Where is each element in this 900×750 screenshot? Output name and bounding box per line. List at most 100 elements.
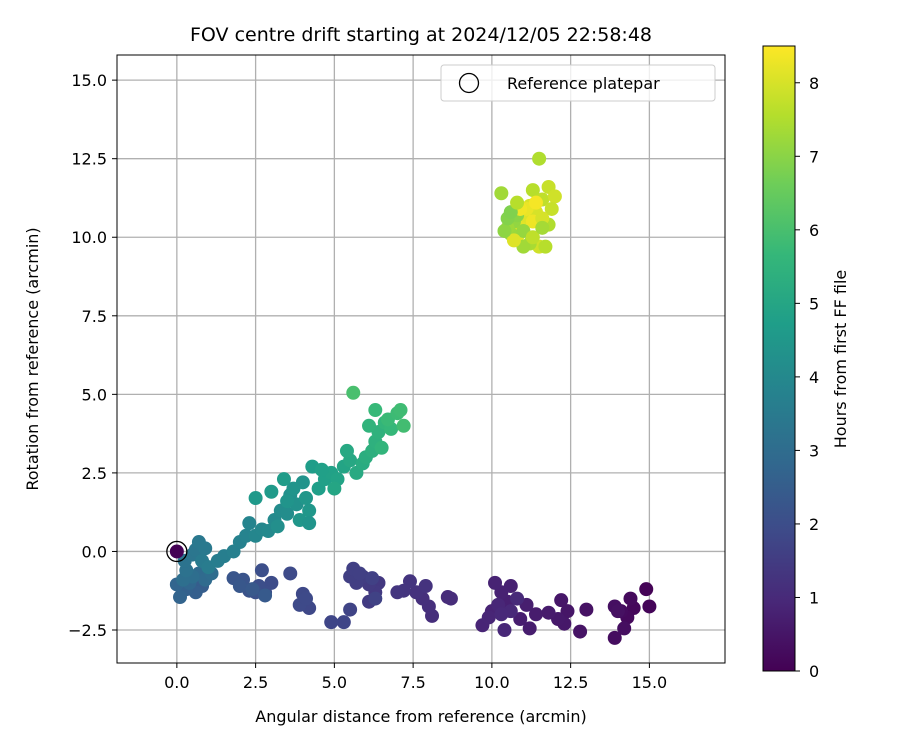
data-point	[299, 491, 314, 506]
legend-box	[440, 64, 716, 102]
data-point	[528, 607, 543, 622]
data-point	[270, 519, 285, 534]
data-point	[544, 201, 559, 216]
data-point	[264, 484, 279, 499]
data-point	[522, 621, 537, 636]
colorbar-tick-label: 7	[809, 147, 819, 166]
data-point	[280, 506, 295, 521]
reference-point-ring	[166, 540, 188, 563]
y-tick-label: 5.0	[82, 385, 107, 404]
data-point	[336, 615, 351, 630]
colorbar-tick-label: 0	[809, 662, 819, 681]
colorbar-tick-label: 4	[809, 368, 819, 387]
chart-title: FOV centre drift starting at 2024/12/05 …	[190, 24, 652, 46]
y-tick-label: 2.5	[82, 464, 107, 483]
colorbar-tick-label: 8	[809, 74, 819, 93]
x-axis-label: Angular distance from reference (arcmin)	[255, 707, 586, 726]
data-point	[254, 563, 269, 578]
data-point	[248, 491, 263, 506]
data-point	[488, 575, 503, 590]
data-point	[173, 590, 188, 605]
x-tick-label: 12.5	[553, 673, 589, 692]
data-point	[579, 602, 594, 617]
data-point	[573, 624, 588, 639]
data-point	[506, 233, 521, 248]
y-tick-label: 7.5	[82, 307, 107, 326]
data-point	[610, 604, 625, 619]
reference-point	[169, 544, 184, 559]
data-point	[554, 593, 569, 608]
x-tick-label: 15.0	[632, 673, 668, 692]
data-point	[513, 612, 528, 627]
data-point	[302, 516, 317, 531]
data-point	[327, 481, 342, 496]
data-point	[242, 516, 257, 531]
legend-entry-reference-platepar: Reference platepar	[507, 74, 660, 93]
data-point	[362, 418, 377, 433]
reference-marker-layer	[166, 540, 188, 563]
legend-reference-marker	[458, 72, 480, 94]
y-tick-label: 12.5	[71, 150, 107, 169]
data-point	[418, 579, 433, 594]
data-point	[396, 418, 411, 433]
data-point	[528, 195, 543, 210]
data-point	[198, 541, 213, 556]
data-point	[276, 472, 291, 487]
x-axis-ticks: 0.0 2.5 5.0 7.5 10.0 12.5 15.0	[164, 663, 667, 692]
colorbar-label: Hours from first FF file	[831, 270, 850, 449]
data-point	[532, 151, 547, 166]
data-point	[374, 440, 389, 455]
data-point	[299, 591, 314, 606]
colorbar-tick-label: 5	[809, 294, 819, 313]
x-tick-label: 7.5	[400, 673, 425, 692]
data-point	[232, 579, 247, 594]
x-tick-label: 10.0	[474, 673, 510, 692]
data-point	[538, 239, 553, 254]
data-point	[525, 230, 540, 245]
data-point	[245, 582, 260, 597]
data-point	[365, 571, 380, 586]
plot-frame	[116, 54, 726, 664]
x-tick-label: 0.0	[164, 673, 189, 692]
colorbar-scale	[762, 45, 796, 672]
y-tick-label: 0.0	[82, 542, 107, 561]
data-point	[510, 591, 525, 606]
data-point	[368, 591, 383, 606]
data-point	[302, 503, 317, 518]
data-point	[258, 588, 273, 603]
legend: Reference platepar	[440, 64, 716, 102]
data-point	[494, 186, 509, 201]
data-point	[510, 195, 525, 210]
x-tick-label: 5.0	[322, 673, 347, 692]
colorbar-tick-label: 2	[809, 515, 819, 534]
colorbar-tick-label: 1	[809, 588, 819, 607]
data-point	[314, 462, 329, 477]
data-points	[169, 151, 657, 645]
colorbar-tick-label: 6	[809, 221, 819, 240]
data-point	[368, 403, 383, 418]
data-point	[639, 582, 654, 597]
data-point	[494, 607, 509, 622]
data-point	[339, 443, 354, 458]
y-tick-label: 15.0	[71, 71, 107, 90]
data-point	[443, 591, 458, 606]
data-point	[623, 591, 638, 606]
colorbar-tick-label: 3	[809, 441, 819, 460]
data-point	[481, 610, 496, 625]
colorbar-ticks: 0 1 2 3 4 5 6 7 8	[795, 74, 819, 681]
data-point	[283, 566, 298, 581]
y-axis-label: Rotation from reference (arcmin)	[23, 227, 42, 490]
data-point	[324, 615, 339, 630]
data-point	[547, 189, 562, 204]
y-tick-label: 10.0	[71, 228, 107, 247]
data-point	[497, 223, 512, 238]
data-point	[352, 566, 367, 581]
data-point	[390, 585, 405, 600]
data-point	[560, 604, 575, 619]
data-point	[617, 621, 632, 636]
data-point	[642, 599, 657, 614]
y-tick-label: −2.5	[68, 621, 107, 640]
colorbar: 0 1 2 3 4 5 6 7 8 Hours from first FF file	[762, 45, 850, 681]
